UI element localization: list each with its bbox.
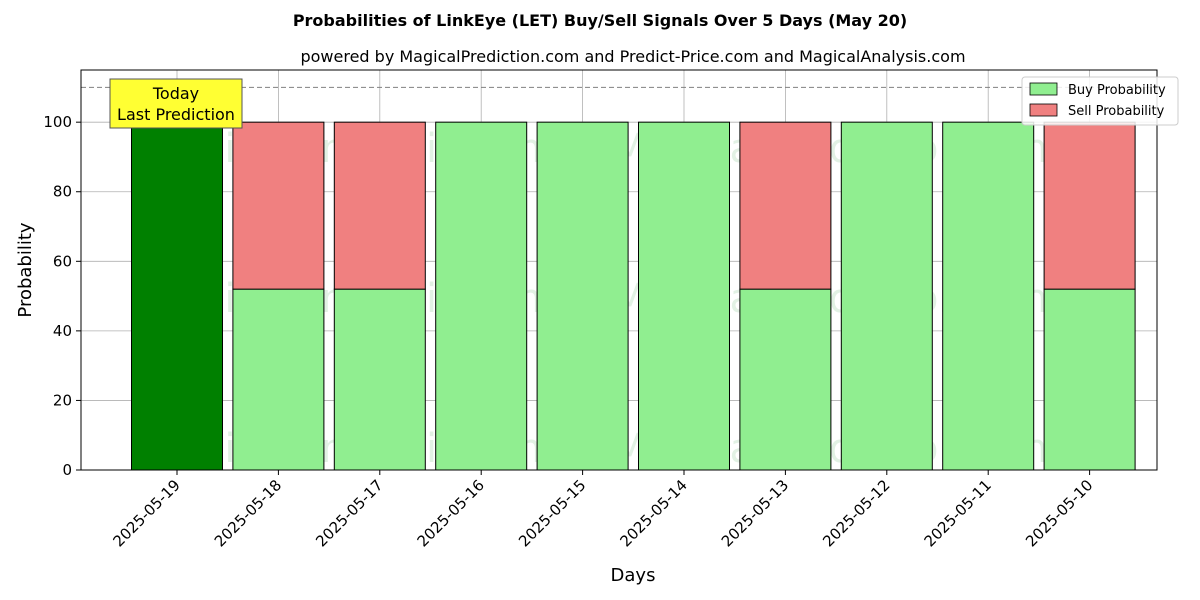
bar-sell — [739, 121, 832, 290]
annotation-line-1: Today — [152, 84, 199, 103]
x-tick-label: 2025-05-19 — [109, 476, 183, 550]
y-tick-label: 40 — [53, 322, 72, 340]
bar-buy — [1043, 288, 1136, 471]
bar-sell — [232, 121, 325, 290]
x-tick-label: 2025-05-11 — [921, 476, 995, 550]
y-tick-label: 100 — [43, 113, 72, 131]
bar-buy — [232, 288, 325, 471]
x-tick-label: 2025-05-17 — [312, 476, 386, 550]
bar-buy — [131, 121, 223, 471]
chart-title: Probabilities of LinkEye (LET) Buy/Sell … — [293, 11, 907, 30]
bar-buy — [840, 121, 933, 471]
bar-buy — [536, 121, 629, 471]
x-axis-label: Days — [611, 565, 656, 586]
y-tick-label: 0 — [62, 461, 72, 479]
chart-subtitle: powered by MagicalPrediction.com and Pre… — [300, 47, 965, 66]
x-tick-label: 2025-05-10 — [1022, 476, 1096, 550]
bar-buy — [333, 288, 426, 471]
x-tick-label: 2025-05-18 — [211, 476, 285, 550]
bar-buy — [435, 121, 528, 471]
x-tick-label: 2025-05-14 — [616, 476, 690, 550]
bars — [131, 121, 1136, 471]
bar-buy — [739, 288, 832, 471]
legend-label-buy: Buy Probability — [1068, 83, 1166, 98]
bar-sell — [1043, 121, 1136, 290]
legend-swatch-buy — [1029, 82, 1058, 96]
x-tick-label: 2025-05-13 — [718, 476, 792, 550]
x-tick-label: 2025-05-12 — [819, 476, 893, 550]
legend: Buy Probability Sell Probability — [1021, 76, 1179, 126]
annotation-background — [109, 78, 243, 129]
y-axis-label: Probability — [15, 222, 36, 317]
y-tick-label: 60 — [53, 252, 72, 270]
y-axis-ticks: 0 20 40 60 80 100 — [43, 113, 81, 479]
x-tick-label: 2025-05-16 — [414, 476, 488, 550]
annotation-line-2: Last Prediction — [117, 105, 235, 124]
bar-buy — [638, 121, 730, 471]
plot-frame — [80, 69, 1158, 471]
y-tick-label: 80 — [53, 183, 72, 201]
y-tick-label: 20 — [53, 391, 72, 409]
legend-label-sell: Sell Probability — [1068, 104, 1165, 119]
bar-sell — [333, 121, 426, 290]
x-tick-label: 2025-05-15 — [515, 476, 589, 550]
annotation-box: Today Last Prediction — [109, 78, 243, 129]
x-axis-ticks: 2025-05-19 2025-05-18 2025-05-17 2025-05-16… — [109, 470, 1096, 550]
bar-buy — [942, 121, 1035, 471]
legend-swatch-sell — [1029, 103, 1058, 117]
legend-frame — [1021, 76, 1179, 126]
